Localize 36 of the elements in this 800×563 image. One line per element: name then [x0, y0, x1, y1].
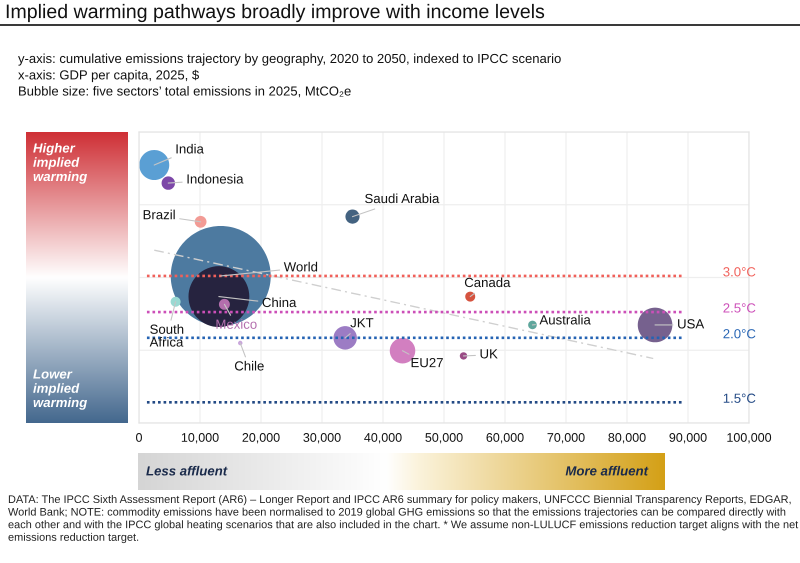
chart-subtitle: y-axis: cumulative emissions trajectory by geography, 2020 to 2050, indexed to IPCC scenario x-axis: GDP per capita, 2025, $ Bubble size: five sectors’ total emissions in 2025, MtCO₂e — [18, 54, 561, 98]
series-label: Canada — [464, 277, 510, 288]
series-label: Chile — [234, 360, 264, 371]
series-label: Australia — [539, 314, 591, 325]
text: More affluent — [566, 466, 648, 476]
x-tick-label: 70,000 — [548, 433, 585, 444]
series-label: USA — [678, 319, 704, 329]
series-label: UK — [480, 349, 498, 358]
series-label: EU27 — [412, 358, 443, 368]
x-tick-label: 100,000 — [727, 433, 772, 444]
series-label: Indonesia — [188, 174, 244, 184]
ref-line-label: 3.0°C — [723, 267, 756, 276]
x-tick-label: 60,000 — [486, 433, 524, 444]
series-label: JKT — [350, 318, 374, 328]
x-tick-label: 0 — [136, 433, 142, 442]
series-label: Brazil — [144, 210, 175, 220]
chart-title: Implied warming pathways broadly improve with income levels — [6, 4, 544, 22]
series-label: Saudi Arabia — [365, 193, 440, 204]
series-label: World — [284, 262, 318, 272]
text: Higher implied warming — [33, 143, 88, 184]
ref-line-label: 2.5°C — [723, 303, 756, 313]
text: DATA: The IPCC Sixth Assessment Report (AR6) – Longer Report and IPCC AR6 summary for policy makers, UNFCCC Biennial Transparency Reports, EDGAR, World Bank; NOTE: commodity emissions have been normalised to 2019 global GHG emissions so that the emissions trajectories can be compared directly with each other and with the IPCC global heating scenarios that are also included in the chart. * We assume non-LULUCF emissions reduction target aligns with the net emissions reduction target. — [8, 495, 798, 544]
x-tick-label: 20,000 — [242, 433, 280, 444]
ref-line-label: 1.5°C — [724, 394, 756, 403]
text: Lower implied warming — [33, 369, 88, 410]
series-label: China — [262, 297, 296, 308]
x-tick-label: 80,000 — [608, 433, 646, 444]
text: Less affluent — [146, 466, 228, 476]
x-tick-label: 50,000 — [425, 433, 463, 444]
series-label: South Africa — [150, 324, 184, 347]
x-tick-label: 10,000 — [182, 433, 219, 444]
x-tick-label: 30,000 — [303, 433, 341, 444]
series-label: India — [176, 144, 204, 154]
x-tick-label: 90,000 — [669, 433, 707, 444]
ref-line-label: 2.0°C — [723, 329, 756, 338]
x-tick-label: 40,000 — [364, 433, 402, 444]
